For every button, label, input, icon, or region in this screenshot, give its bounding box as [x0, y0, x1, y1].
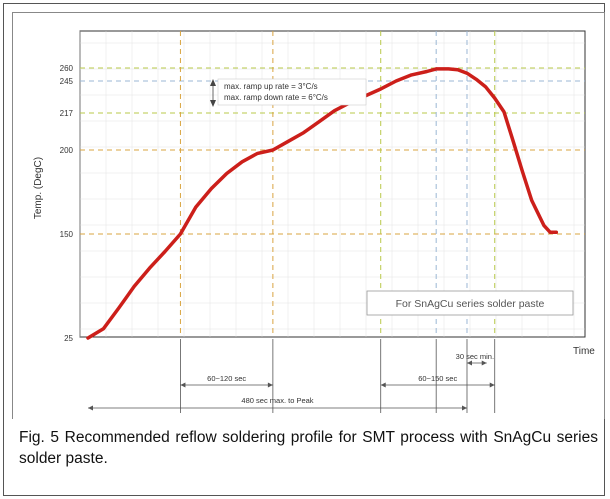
dim-60-150-label: 60~150 sec: [418, 374, 457, 383]
ramp-up-arrowhead: [210, 79, 216, 86]
ramp-down-arrowhead: [210, 100, 216, 107]
dimension-lines: 30 sec min. 60~120 sec 60~150 sec 480 sec m…: [88, 339, 496, 413]
x-axis-label: Time: [573, 346, 595, 357]
dim-30-sec-head-right: [481, 360, 487, 366]
dim-480-to-peak-head-right: [461, 405, 467, 411]
dim-60-150-head-left: [380, 382, 386, 388]
figure-frame: 25 150 200 217 245 260 Temp. (DegC) Time max.…: [3, 3, 605, 496]
dim-60-120-head-right: [267, 382, 273, 388]
y-tick-label-200: 200: [60, 146, 74, 155]
ramp-down-text: max. ramp down rate = 6°C/s: [224, 93, 328, 102]
dim-480-label: 480 sec max. to Peak: [241, 396, 313, 405]
dim-30-sec-label: 30 sec min.: [456, 352, 494, 361]
paste-legend-box: [366, 290, 574, 316]
y-tick-labels: 25 150 200 217 245 260: [60, 64, 74, 343]
dim-60-150-head-right: [489, 382, 495, 388]
y-tick-label-260: 260: [60, 64, 74, 73]
y-tick-label-245: 245: [60, 77, 74, 86]
dim-480-to-peak-head-left: [88, 405, 93, 411]
ramp-up-text: max. ramp up rate = 3°C/s: [224, 82, 318, 91]
dim-30-sec-head-left: [466, 360, 472, 366]
dim-60-120-label: 60~120 sec: [207, 374, 246, 383]
chart-panel: 25 150 200 217 245 260 Temp. (DegC) Time max.…: [12, 12, 605, 419]
y-tick-label-25: 25: [64, 334, 73, 343]
y-tick-label-217: 217: [60, 109, 74, 118]
y-axis-label: Temp. (DegC): [33, 157, 44, 219]
ramp-annotation-box: [217, 78, 367, 106]
y-tick-label-150: 150: [60, 230, 74, 239]
paste-legend-text: For SnAgCu series solder paste: [396, 298, 545, 310]
caption-panel: Fig. 5 Recommended reflow soldering prof…: [12, 419, 605, 497]
reflow-profile-chart: 25 150 200 217 245 260 Temp. (DegC) Time max.…: [33, 30, 595, 413]
dim-60-120-head-left: [180, 382, 186, 388]
figure-caption: Fig. 5 Recommended reflow soldering prof…: [19, 429, 598, 467]
